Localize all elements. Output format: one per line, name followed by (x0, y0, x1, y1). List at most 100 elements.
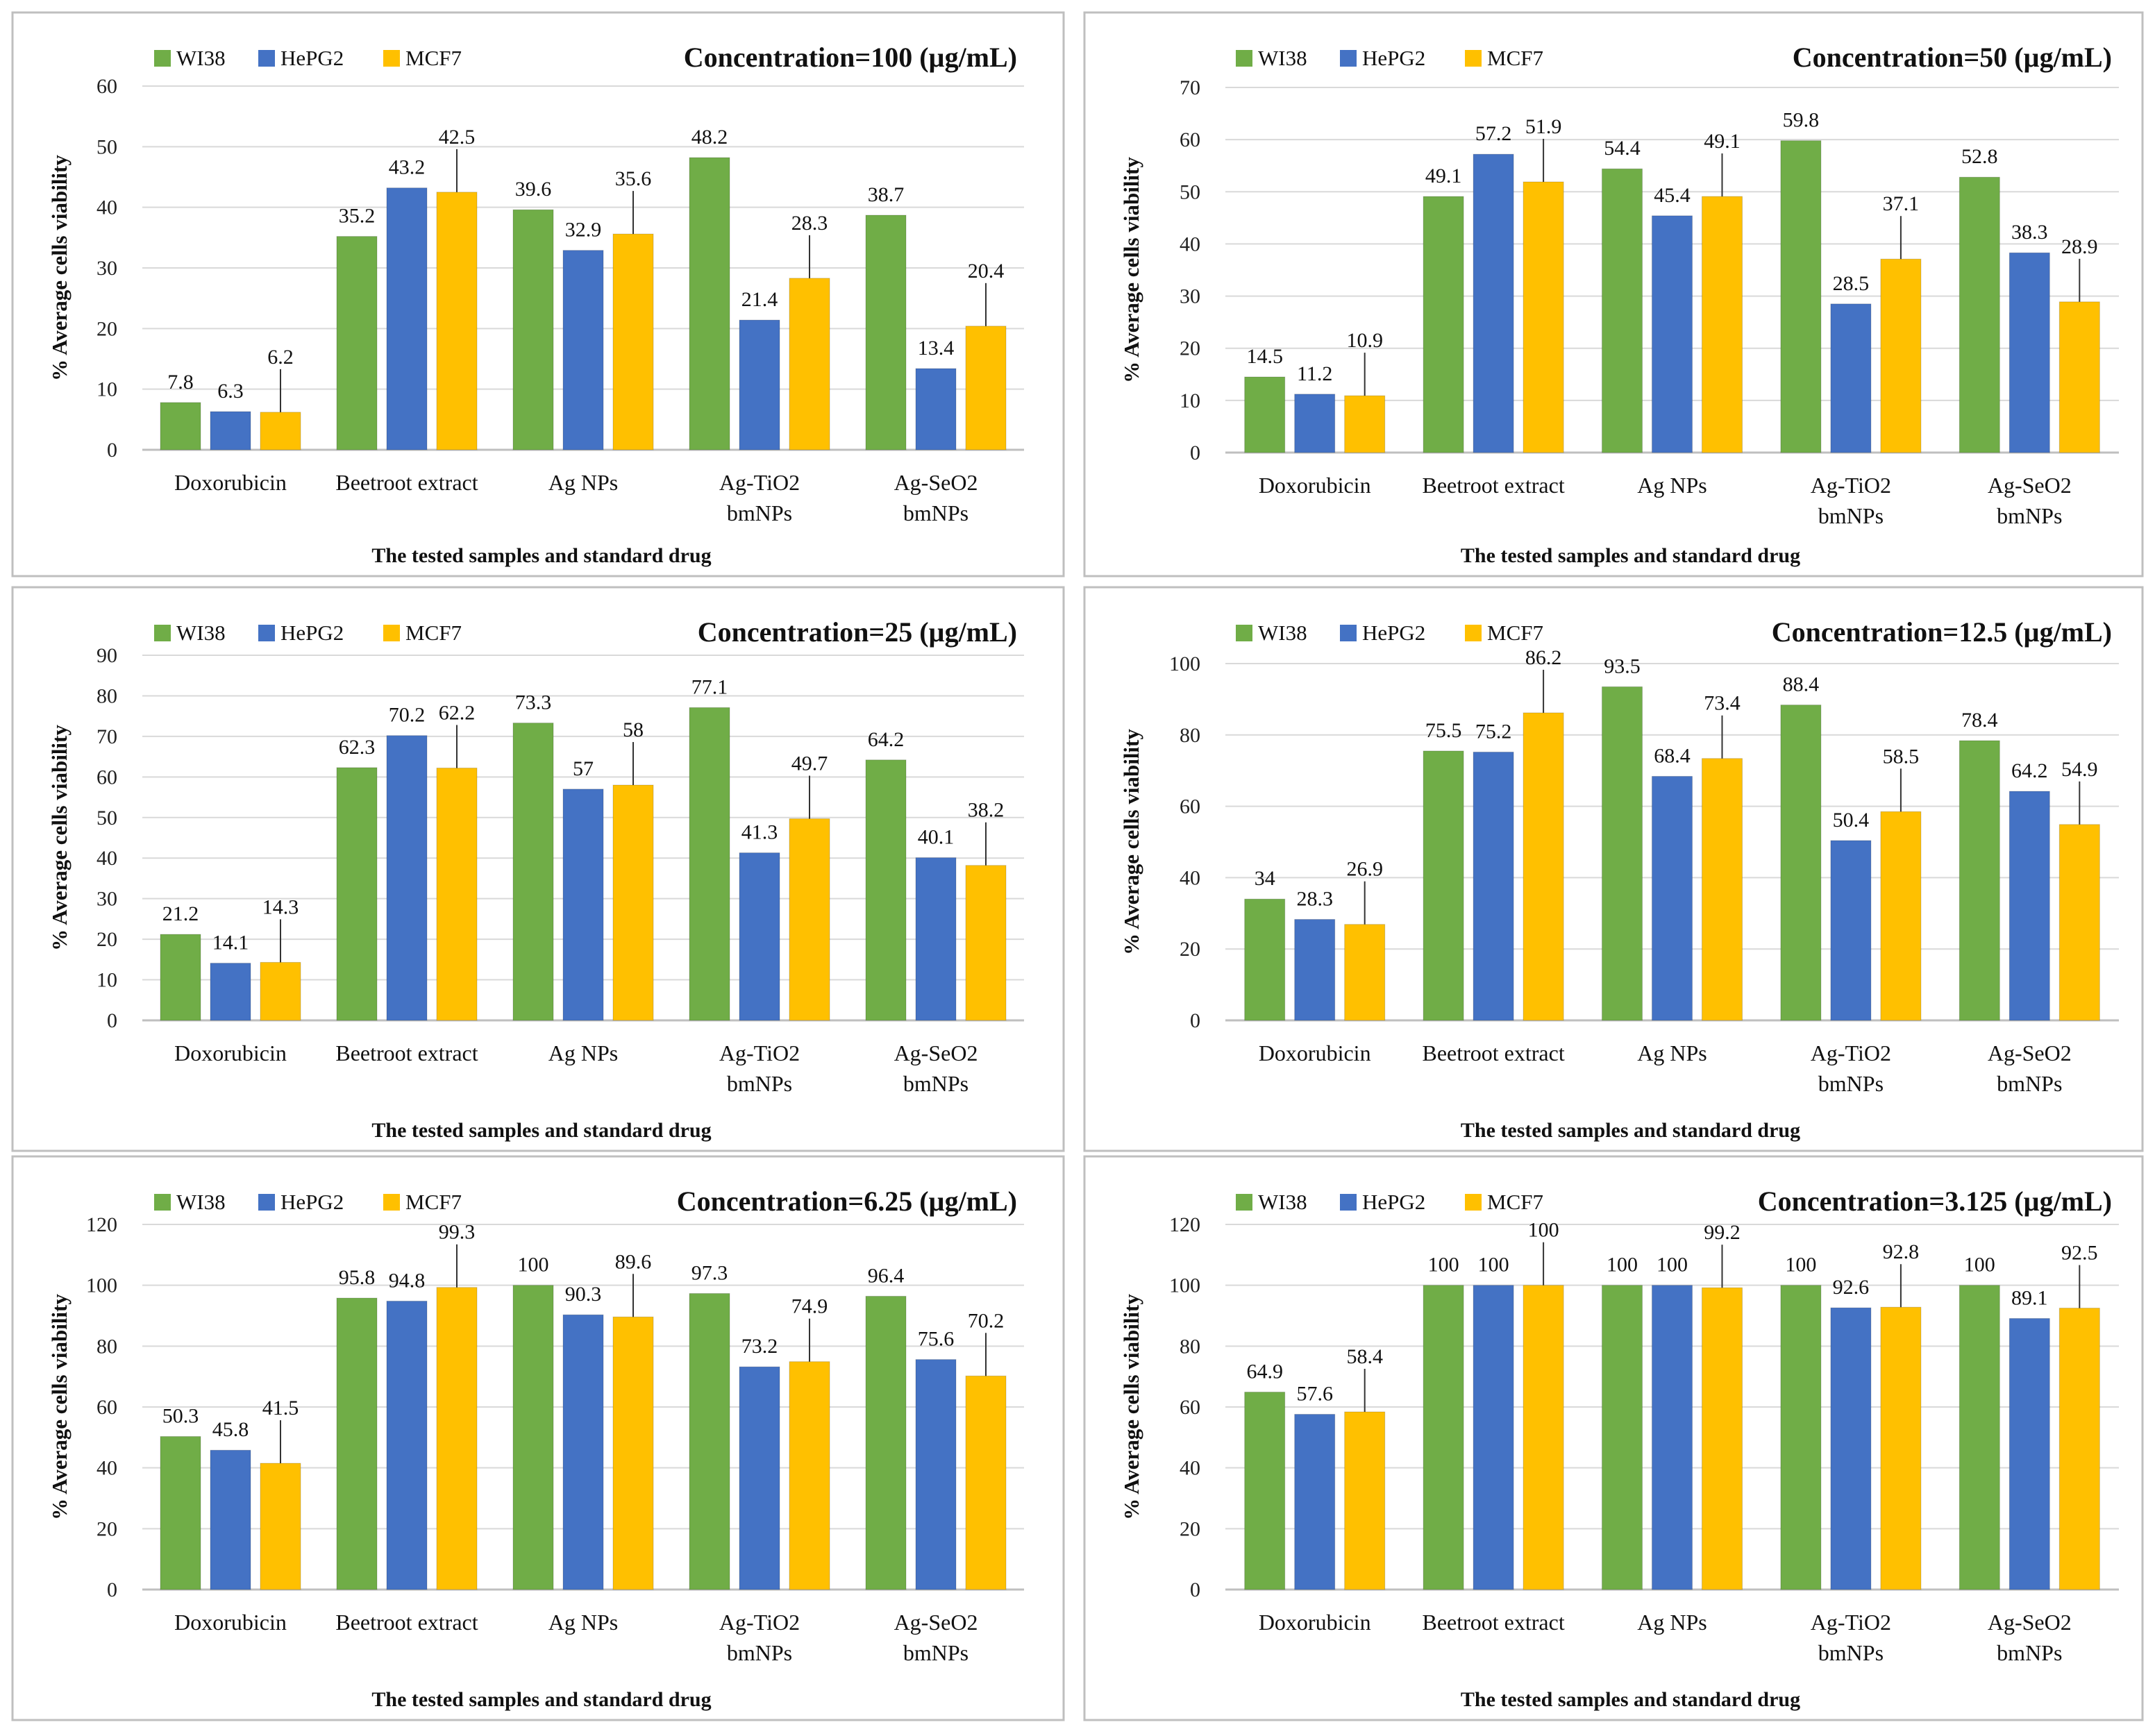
y-axis-label: % Average cells viability (47, 155, 72, 381)
bar-hepg2 (739, 852, 780, 1021)
bar-hepg2 (210, 1449, 251, 1590)
data-label: 92.5 (2061, 1242, 2098, 1265)
bar-wi38 (689, 707, 730, 1021)
bar-wi38 (1959, 1285, 2000, 1590)
data-label: 100 (1964, 1254, 1995, 1276)
legend-marker-wi38 (1236, 1194, 1252, 1211)
bar-mcf7 (260, 961, 301, 1021)
legend-marker-wi38 (1236, 50, 1252, 67)
bar-wi38 (160, 1436, 201, 1590)
bar-mcf7 (1344, 1411, 1386, 1590)
bar-wi38 (336, 1297, 378, 1590)
category-label: bmNPs (1997, 503, 2062, 528)
category-label: Beetroot extract (335, 1610, 478, 1635)
bar-mcf7 (1523, 181, 1564, 453)
data-label: 45.4 (1654, 184, 1691, 207)
data-label: 99.3 (439, 1221, 476, 1244)
y-tick-label: 40 (97, 196, 117, 219)
data-label: 57.6 (1296, 1383, 1333, 1406)
bar-wi38 (689, 157, 730, 450)
data-label: 7.8 (167, 371, 194, 394)
category-label: bmNPs (727, 1640, 792, 1665)
bar-wi38 (512, 1285, 554, 1590)
data-label: 35.2 (339, 205, 376, 228)
bar-wi38 (1244, 898, 1286, 1021)
category-label: Ag-TiO2 (719, 470, 800, 495)
data-label: 28.9 (2061, 235, 2098, 258)
legend-marker-mcf7 (1465, 50, 1482, 67)
data-label: 49.1 (1425, 165, 1462, 187)
legend-label-hepg2: HePG2 (280, 621, 344, 645)
bar-wi38 (512, 723, 554, 1021)
data-label: 14.3 (262, 895, 299, 918)
data-label: 54.4 (1604, 137, 1641, 160)
data-label: 54.9 (2061, 758, 2098, 781)
bar-hepg2 (2009, 252, 2050, 453)
data-label: 32.9 (565, 219, 602, 242)
bar-mcf7 (1880, 258, 1922, 453)
data-label: 50.3 (162, 1405, 199, 1428)
bar-mcf7 (436, 192, 478, 450)
y-tick-label: 20 (97, 317, 117, 340)
legend-marker-mcf7 (383, 1194, 400, 1211)
category-label: Ag-SeO2 (894, 1610, 978, 1635)
chart-panel-4: 0 20 40 60 80 100 % Average cells viability The… (1083, 586, 2144, 1152)
y-tick-label: 40 (97, 847, 117, 870)
category-label: bmNPs (1818, 503, 1884, 528)
y-tick-label: 80 (97, 1335, 117, 1358)
bar-mcf7 (2058, 1308, 2100, 1590)
bar-wi38 (1423, 196, 1464, 453)
x-axis-label: The tested samples and standard drug (1461, 544, 1800, 567)
y-tick-label: 60 (1180, 1396, 1200, 1419)
bar-wi38 (1423, 750, 1464, 1021)
legend-label-hepg2: HePG2 (280, 1190, 344, 1214)
y-tick-label: 30 (97, 888, 117, 911)
bar-wi38 (160, 934, 201, 1021)
category-label: Beetroot extract (335, 1040, 478, 1065)
data-label: 100 (1528, 1219, 1559, 1242)
data-label: 97.3 (691, 1262, 728, 1285)
bar-hepg2 (386, 187, 428, 450)
y-tick-label: 0 (1190, 1009, 1200, 1032)
category-label: bmNPs (1997, 1640, 2062, 1665)
category-label: Doxorubicin (174, 1610, 287, 1635)
data-label: 99.2 (1704, 1221, 1741, 1244)
chart-panel-5: 0 20 40 60 80 100 120 % Average cells viability… (11, 1155, 1065, 1721)
bar-hepg2 (1294, 1414, 1336, 1590)
data-label: 100 (1478, 1254, 1509, 1276)
data-label: 38.2 (968, 799, 1005, 822)
bar-hepg2 (915, 368, 957, 450)
y-tick-label: 20 (1180, 337, 1200, 360)
data-label: 57.2 (1475, 122, 1512, 145)
data-label: 41.5 (262, 1397, 299, 1419)
x-axis-label: The tested samples and standard drug (371, 1688, 711, 1711)
legend-marker-hepg2 (258, 1194, 275, 1211)
bar-mcf7 (436, 1287, 478, 1590)
category-label: Ag-TiO2 (1811, 1610, 1891, 1635)
x-axis-label: The tested samples and standard drug (1461, 1688, 1800, 1711)
legend-marker-wi38 (154, 625, 171, 641)
y-tick-label: 80 (1180, 1335, 1200, 1358)
data-label: 35.6 (615, 167, 652, 190)
category-label: Beetroot extract (335, 470, 478, 495)
category-label: Ag NPs (548, 1610, 618, 1635)
chart-title: Concentration=12.5 (µg/mL) (1772, 616, 2112, 648)
y-tick-label: 40 (1180, 1457, 1200, 1480)
legend-marker-hepg2 (1340, 50, 1357, 67)
data-label: 93.5 (1604, 655, 1641, 677)
category-label: Beetroot extract (1422, 1610, 1564, 1635)
data-label: 68.4 (1654, 744, 1691, 767)
bar-wi38 (1780, 1285, 1822, 1590)
data-label: 28.5 (1833, 272, 1870, 295)
data-label: 43.2 (389, 156, 426, 179)
bar-wi38 (865, 1295, 907, 1590)
data-label: 89.1 (2011, 1286, 2048, 1309)
y-tick-label: 100 (1169, 652, 1200, 675)
chart-title: Concentration=3.125 (µg/mL) (1758, 1186, 2112, 1217)
category-label: Doxorubicin (174, 1040, 287, 1065)
data-label: 28.3 (791, 212, 828, 235)
data-label: 70.2 (389, 704, 426, 727)
category-label: Beetroot extract (1422, 1040, 1564, 1065)
category-label: Ag-SeO2 (1988, 1610, 2072, 1635)
